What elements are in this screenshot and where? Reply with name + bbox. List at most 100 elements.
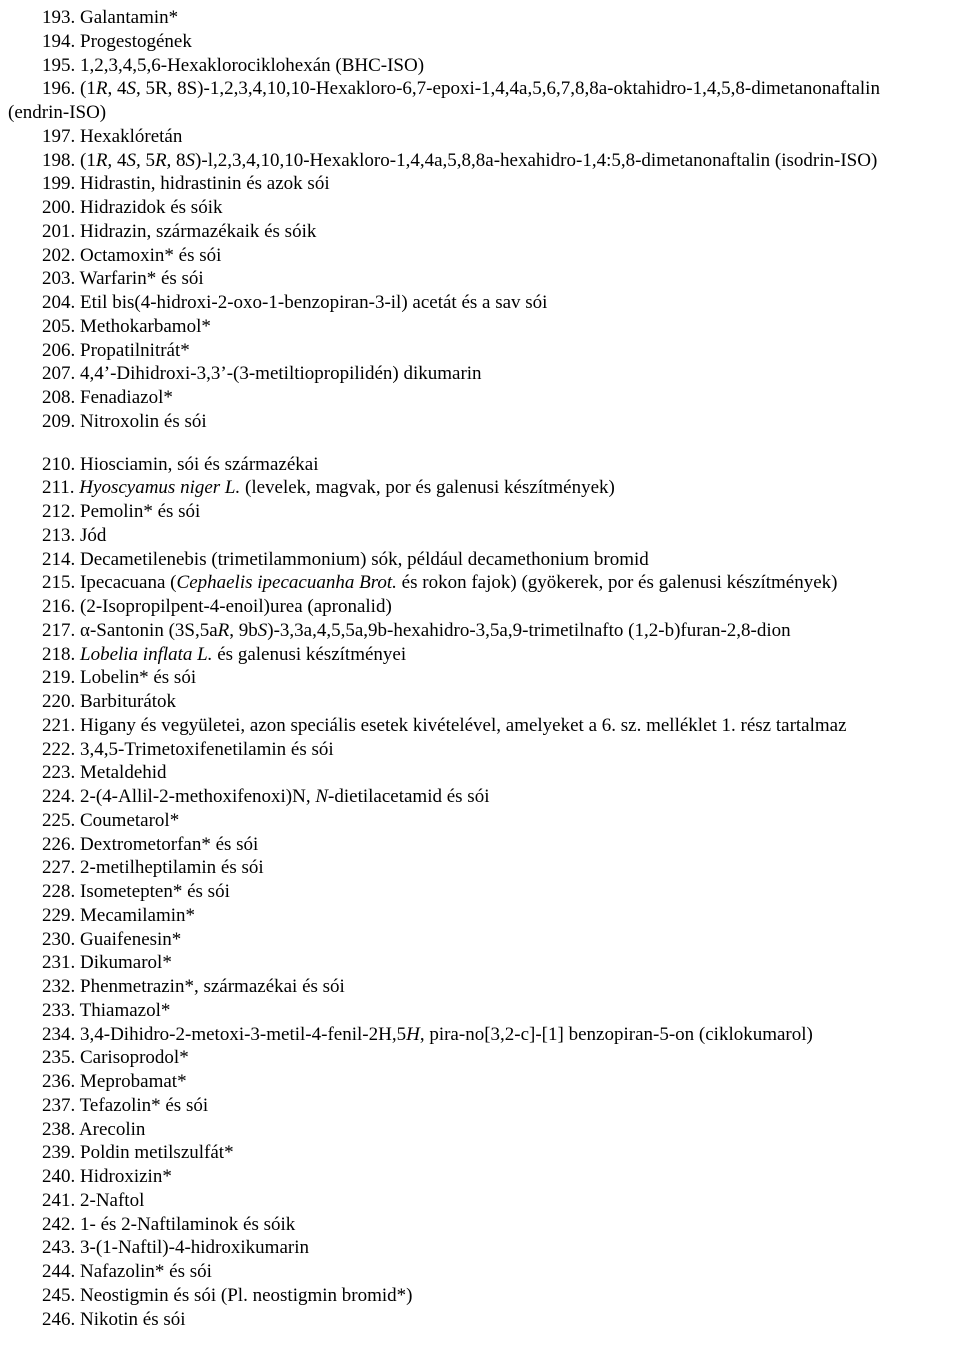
italic-text: Lobelia inflata L. xyxy=(80,644,213,665)
text-run: 244. Nafazolin* és sói xyxy=(42,1261,212,1282)
text-run: 230. Guaifenesin* xyxy=(42,929,181,950)
list-item: 207. 4,4’-Dihidroxi-3,3’-(3-metiltioprop… xyxy=(8,362,960,386)
text-run: )-l,2,3,4,10,10-Hexakloro-1,4,4a,5,8,8a-… xyxy=(195,150,877,171)
italic-text: R xyxy=(96,78,108,99)
text-run: 198. (1 xyxy=(42,150,96,171)
list-item: 234. 3,4-Dihidro-2-metoxi-3-metil-4-feni… xyxy=(8,1023,960,1047)
list-item: 215. Ipecacuana (Cephaelis ipecacuanha B… xyxy=(8,571,960,595)
list-item: 243. 3-(1-Naftil)-4-hidroxikumarin xyxy=(8,1236,960,1260)
list-item: 209. Nitroxolin és sói xyxy=(8,410,960,434)
text-run: (endrin-ISO) xyxy=(8,102,106,123)
list-item: 229. Mecamilamin* xyxy=(8,904,960,928)
text-run: -dietilacetamid és sói xyxy=(328,786,489,807)
text-run: 202. Octamoxin* és sói xyxy=(42,245,221,266)
text-run: , pira-no[3,2-c]-[1] benzopiran-5-on (ci… xyxy=(420,1024,813,1045)
list-item: 199. Hidrastin, hidrastinin és azok sói xyxy=(8,172,960,196)
text-run: 215. Ipecacuana ( xyxy=(42,572,177,593)
italic-text: R, xyxy=(155,150,176,171)
list-item: 228. Isometepten* és sói xyxy=(8,880,960,904)
text-run: , 4 xyxy=(107,78,126,99)
text-run: (levelek, magvak, por és galenusi készít… xyxy=(240,477,615,498)
list-item: 246. Nikotin és sói xyxy=(8,1308,960,1332)
text-run: 241. 2-Naftol xyxy=(42,1190,144,1211)
text-run: 193. Galantamin* xyxy=(42,7,178,28)
document-body: 193. Galantamin* 194. Progestogének 195. 1… xyxy=(8,6,960,1331)
text-run: 210. Hiosciamin, sói és származékai xyxy=(42,454,318,475)
list-item: 241. 2-Naftol xyxy=(8,1189,960,1213)
text-run: 204. Etil bis(4-hidroxi-2-oxo-1-benzopir… xyxy=(42,292,547,313)
list-item: 200. Hidrazidok és sóik xyxy=(8,196,960,220)
list-item: 206. Propatilnitrát* xyxy=(8,339,960,363)
italic-text: S xyxy=(126,78,136,99)
list-item: 216. (2-Isopropilpent-4-enoil)urea (apro… xyxy=(8,595,960,619)
text-run: 245. Neostigmin és sói (Pl. neostigmin b… xyxy=(42,1285,413,1306)
list-item: 236. Meprobamat* xyxy=(8,1070,960,1094)
text-run: 220. Barbiturátok xyxy=(42,691,176,712)
list-item: 245. Neostigmin és sói (Pl. neostigmin b… xyxy=(8,1284,960,1308)
text-run: 218. xyxy=(42,644,80,665)
text-run: 199. Hidrastin, hidrastinin és azok sói xyxy=(42,173,330,194)
text-run: 5 xyxy=(145,150,155,171)
text-run: 224. 2-(4-Allil-2-methoxifenoxi)N, xyxy=(42,786,315,807)
list-item: 198. (1R, 4S, 5R, 8S)-l,2,3,4,10,10-Hexa… xyxy=(8,149,960,173)
list-item: 233. Thiamazol* xyxy=(8,999,960,1023)
list-item: 204. Etil bis(4-hidroxi-2-oxo-1-benzopir… xyxy=(8,291,960,315)
list-item: 218. Lobelia inflata L. és galenusi kész… xyxy=(8,643,960,667)
italic-text: N xyxy=(315,786,328,807)
italic-text: Cephaelis ipecacuanha Brot. xyxy=(177,572,397,593)
list-item: 242. 1- és 2-Naftilaminok és sóik xyxy=(8,1213,960,1237)
italic-text: H xyxy=(406,1024,420,1045)
text-run: 223. Metaldehid xyxy=(42,762,167,783)
text-run: 209. Nitroxolin és sói xyxy=(42,411,207,432)
text-run: 206. Propatilnitrát* xyxy=(42,340,190,361)
text-run: 212. Pemolin* és sói xyxy=(42,501,200,522)
list-item: 194. Progestogének xyxy=(8,30,960,54)
text-run: 229. Mecamilamin* xyxy=(42,905,195,926)
list-item: 223. Metaldehid xyxy=(8,761,960,785)
text-run: 242. 1- és 2-Naftilaminok és sóik xyxy=(42,1214,295,1235)
italic-text: Hyoscyamus niger L. xyxy=(79,477,240,498)
text-run: 216. (2-Isopropilpent-4-enoil)urea (apro… xyxy=(42,596,392,617)
list-item: 202. Octamoxin* és sói xyxy=(8,244,960,268)
text-run: és galenusi készítményei xyxy=(213,644,407,665)
list-item: 220. Barbiturátok xyxy=(8,690,960,714)
text-run: 217. α-Santonin (3S,5a xyxy=(42,620,218,641)
list-item: 193. Galantamin* xyxy=(8,6,960,30)
text-run: , 9b xyxy=(229,620,258,641)
list-item: 210. Hiosciamin, sói és származékai xyxy=(8,453,960,477)
text-run: és rokon fajok) (gyökerek, por és galenu… xyxy=(397,572,838,593)
text-run: 200. Hidrazidok és sóik xyxy=(42,197,222,218)
list-item: 237. Tefazolin* és sói xyxy=(8,1094,960,1118)
text-run: 207. 4,4’-Dihidroxi-3,3’-(3-metiltioprop… xyxy=(42,363,482,384)
text-run: 238. Arecolin xyxy=(42,1119,145,1140)
italic-text: S xyxy=(186,150,196,171)
text-run: 231. Dikumarol* xyxy=(42,952,172,973)
list-item: 239. Poldin metilszulfát* xyxy=(8,1141,960,1165)
text-run: 232. Phenmetrazin*, származékai és sói xyxy=(42,976,345,997)
text-run: 237. Tefazolin* és sói xyxy=(42,1095,208,1116)
list-item: 203. Warfarin* és sói xyxy=(8,267,960,291)
list-item: 208. Fenadiazol* xyxy=(8,386,960,410)
text-run: 211. xyxy=(42,477,79,498)
list-item: 240. Hidroxizin* xyxy=(8,1165,960,1189)
text-run: 195. 1,2,3,4,5,6-Hexaklorociklohexán (BH… xyxy=(42,55,424,76)
list-item: 219. Lobelin* és sói xyxy=(8,666,960,690)
text-run: 203. Warfarin* és sói xyxy=(42,268,204,289)
text-run: 194. Progestogének xyxy=(42,31,192,52)
text-run: 235. Carisoprodol* xyxy=(42,1047,189,1068)
list-item: 231. Dikumarol* xyxy=(8,951,960,975)
text-run: 196. (1 xyxy=(42,78,96,99)
text-run: 236. Meprobamat* xyxy=(42,1071,187,1092)
text-run: 197. Hexaklóretán xyxy=(42,126,182,147)
text-run: 227. 2-metilheptilamin és sói xyxy=(42,857,264,878)
text-run: 234. 3,4-Dihidro-2-metoxi-3-metil-4-feni… xyxy=(42,1024,406,1045)
text-run: 221. Higany és vegyületei, azon speciáli… xyxy=(42,715,847,736)
list-item: 214. Decametilenebis (trimetilammonium) … xyxy=(8,548,960,572)
list-item: 222. 3,4,5-Trimetoxifenetilamin és sói xyxy=(8,738,960,762)
italic-text: S, xyxy=(126,150,145,171)
blank-line xyxy=(8,434,960,453)
list-item: 238. Arecolin xyxy=(8,1118,960,1142)
text-run: 239. Poldin metilszulfát* xyxy=(42,1142,234,1163)
text-run: 243. 3-(1-Naftil)-4-hidroxikumarin xyxy=(42,1237,309,1258)
italic-text: R, xyxy=(96,150,117,171)
